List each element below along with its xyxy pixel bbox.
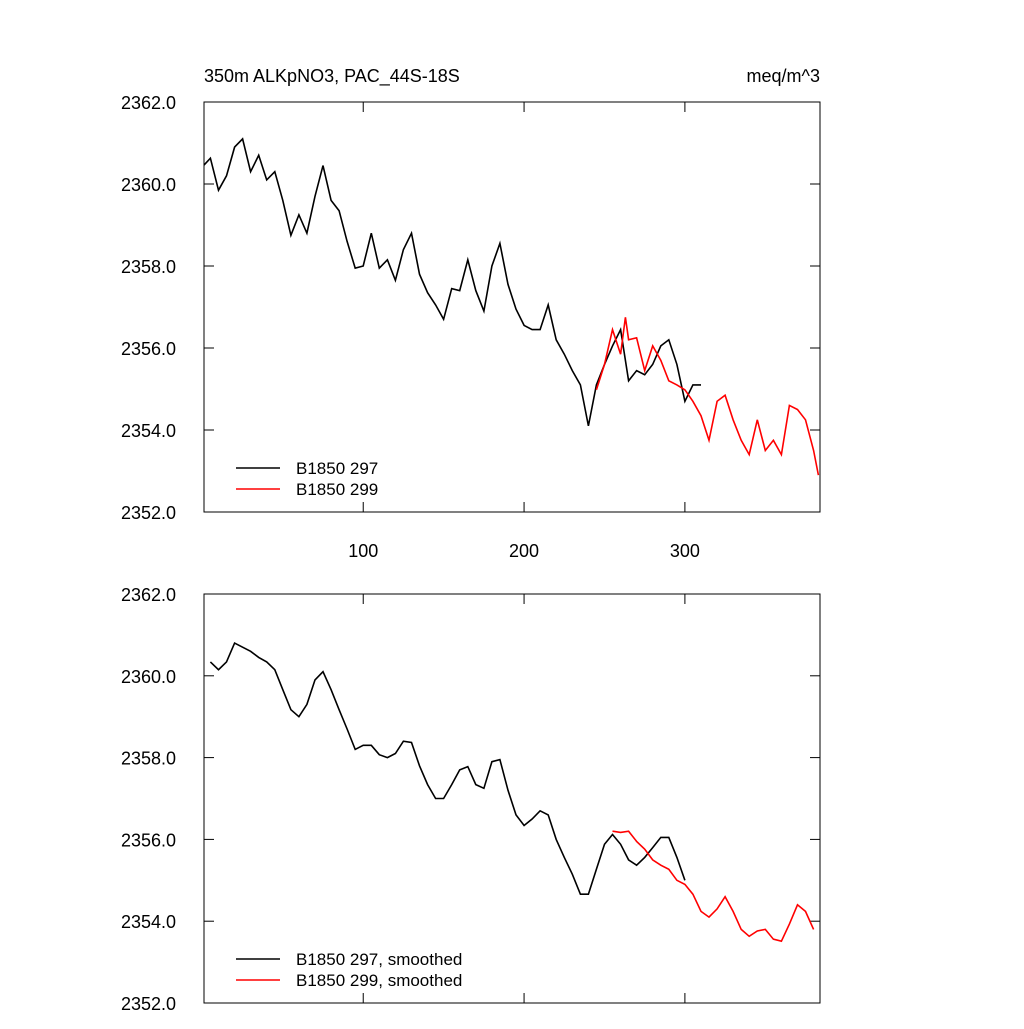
x-tick-label: 200 bbox=[509, 541, 539, 561]
legend-label: B1850 297 bbox=[296, 459, 378, 478]
plot-frame bbox=[203, 101, 821, 513]
series-line bbox=[595, 317, 820, 476]
y-tick-label: 2354.0 bbox=[121, 912, 176, 932]
axes bbox=[203, 101, 821, 513]
legend-label: B1850 299, smoothed bbox=[296, 971, 462, 990]
y-tick-label: 2362.0 bbox=[121, 585, 176, 605]
y-tick-label: 2356.0 bbox=[121, 830, 176, 850]
y-tick-label: 2352.0 bbox=[121, 503, 176, 523]
y-tick-label: 2358.0 bbox=[121, 749, 176, 769]
series-line bbox=[203, 137, 701, 427]
y-tick-label: 2354.0 bbox=[121, 421, 176, 441]
axes bbox=[203, 593, 821, 1004]
series-line bbox=[209, 641, 686, 895]
y-tick-label: 2358.0 bbox=[121, 257, 176, 277]
y-tick-label: 2362.0 bbox=[121, 93, 176, 113]
y-tick-label: 2356.0 bbox=[121, 339, 176, 359]
legend-label: B1850 299 bbox=[296, 480, 378, 499]
units-label: meq/m^3 bbox=[747, 66, 820, 86]
legend-label: B1850 297, smoothed bbox=[296, 950, 462, 969]
x-tick-label: 300 bbox=[670, 541, 700, 561]
y-tick-label: 2360.0 bbox=[121, 175, 176, 195]
y-tick-label: 2352.0 bbox=[121, 994, 176, 1014]
x-tick-label: 100 bbox=[348, 541, 378, 561]
y-tick-label: 2360.0 bbox=[121, 667, 176, 687]
series-line bbox=[612, 830, 815, 943]
plot-frame bbox=[203, 593, 821, 1004]
chart-title: 350m ALKpNO3, PAC_44S-18S bbox=[204, 66, 460, 87]
